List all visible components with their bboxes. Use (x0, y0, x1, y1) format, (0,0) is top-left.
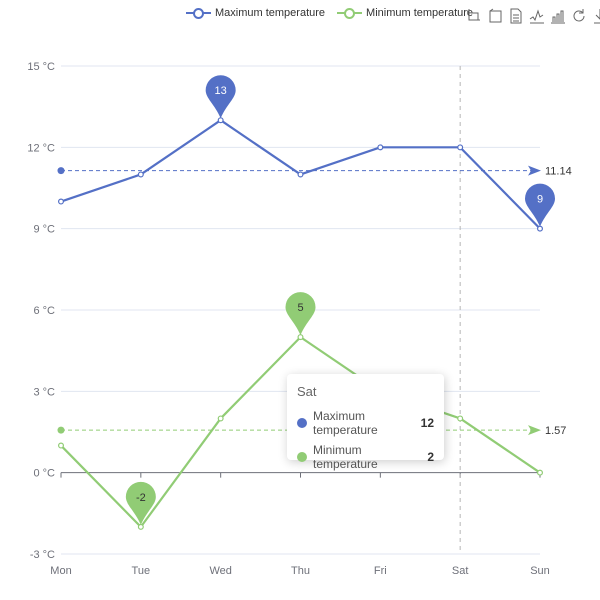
chart-legend: Maximum temperature Minimum temperature (186, 6, 473, 20)
y-tick-label: 0 °C (33, 468, 55, 480)
legend-item-max-temperature[interactable]: Maximum temperature (186, 6, 325, 20)
tooltip-series-name: Maximum temperature (313, 409, 378, 437)
series-dot-icon (297, 452, 307, 462)
data-point (297, 171, 304, 178)
data-point (217, 117, 224, 124)
extreme-value-pin: 13 (205, 75, 236, 119)
average-start-dot (57, 426, 65, 434)
zoom-reset-icon[interactable] (487, 8, 503, 24)
y-tick-label: -3 °C (30, 549, 55, 561)
legend-item-min-temperature[interactable]: Minimum temperature (337, 6, 473, 20)
y-tick-label: 15 °C (27, 61, 55, 73)
chart-toolbox (466, 8, 600, 24)
series-dot-icon (297, 418, 307, 428)
pin-label: 13 (215, 85, 227, 97)
extreme-value-pin: -2 (125, 481, 156, 525)
average-label: 11.14 (545, 166, 572, 178)
legend-marker-icon (337, 6, 363, 20)
restore-icon[interactable] (571, 8, 587, 24)
data-point (457, 415, 464, 422)
y-tick-label: 9 °C (33, 224, 55, 236)
x-tick-label: Fri (374, 565, 387, 577)
average-arrow-icon (528, 165, 541, 176)
pin-label: 5 (297, 302, 303, 314)
tooltip-row: Maximum temperature 12 (297, 409, 434, 437)
x-tick-label: Sun (530, 565, 550, 577)
pin-label: -2 (136, 492, 146, 504)
y-tick-label: 12 °C (27, 142, 55, 154)
legend-label: Maximum temperature (215, 7, 326, 19)
pin-shape (205, 75, 236, 119)
line-chart-icon[interactable] (529, 8, 545, 24)
y-tick-label: 3 °C (33, 386, 55, 398)
tooltip-series-value: 2 (427, 450, 434, 464)
data-point (57, 198, 64, 205)
data-point (137, 171, 144, 178)
data-view-icon[interactable] (508, 8, 524, 24)
pin-shape (525, 183, 555, 227)
pin-label: 9 (537, 194, 543, 206)
legend-label: Minimum temperature (366, 7, 474, 19)
data-point (377, 144, 384, 151)
data-point (536, 469, 543, 476)
data-point (457, 144, 464, 151)
data-point (297, 334, 304, 341)
extreme-value-pin: 9 (525, 183, 555, 227)
pin-shape (285, 292, 316, 336)
average-label: 1.57 (545, 425, 566, 437)
pin-shape (125, 481, 156, 525)
tooltip-series-value: 12 (420, 416, 434, 430)
x-tick-label: Wed (209, 565, 231, 577)
bar-chart-icon[interactable] (550, 8, 566, 24)
average-start-dot (57, 167, 65, 175)
tooltip-series-name: Minimum temperature (313, 443, 378, 471)
data-point (57, 442, 64, 449)
data-point (137, 523, 144, 530)
zoom-icon[interactable] (466, 8, 482, 24)
data-point (217, 415, 224, 422)
tooltip-title: Sat (297, 384, 317, 399)
x-tick-label: Thu (291, 565, 310, 577)
download-icon[interactable] (592, 8, 600, 24)
x-tick-label: Sat (452, 565, 469, 577)
data-point (536, 225, 543, 232)
x-tick-label: Tue (132, 565, 151, 577)
extreme-value-pin: 5 (285, 292, 316, 336)
legend-marker-icon (186, 6, 211, 20)
y-tick-label: 6 °C (33, 305, 55, 317)
x-tick-label: Mon (50, 565, 71, 577)
tooltip-row: Minimum temperature 2 (297, 443, 434, 471)
average-arrow-icon (528, 425, 541, 436)
chart-tooltip: Sat Maximum temperature 12 Minimum tempe… (287, 374, 444, 471)
